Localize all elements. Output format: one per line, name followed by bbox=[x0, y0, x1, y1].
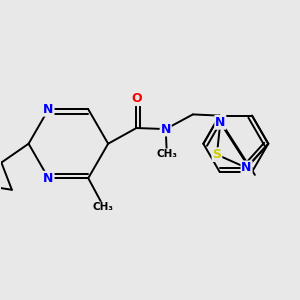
Text: N: N bbox=[43, 172, 54, 185]
Text: S: S bbox=[212, 148, 221, 161]
Text: CH₃: CH₃ bbox=[92, 202, 113, 212]
Text: N: N bbox=[242, 161, 252, 174]
Text: CH₃: CH₃ bbox=[156, 149, 177, 159]
Text: N: N bbox=[43, 103, 54, 116]
Text: N: N bbox=[160, 123, 171, 136]
Text: N: N bbox=[215, 116, 226, 129]
Text: O: O bbox=[131, 92, 142, 105]
